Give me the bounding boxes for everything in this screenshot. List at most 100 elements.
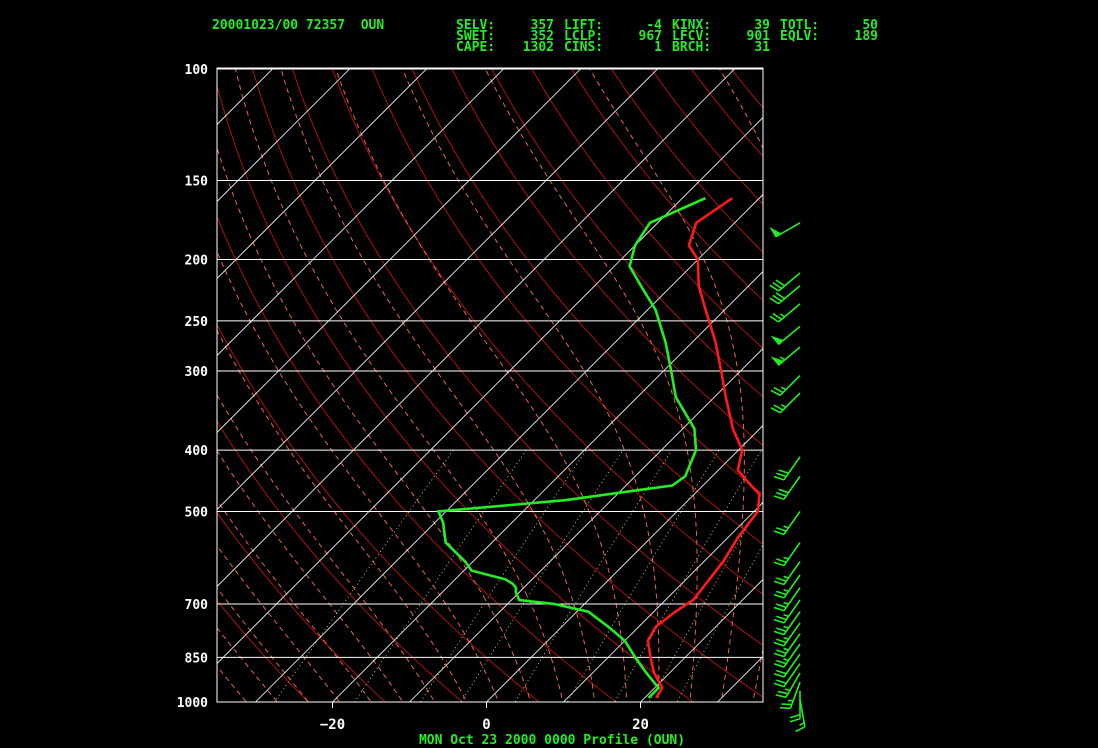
wind-barb-half-feather bbox=[783, 625, 789, 629]
wind-barb-half-feather bbox=[783, 658, 789, 662]
index-label: LCLP: bbox=[564, 29, 603, 44]
station-time-label: 20001023/00 72357 OUN bbox=[212, 18, 384, 33]
wind-barb bbox=[773, 611, 801, 636]
wind-barb-staff bbox=[778, 272, 801, 292]
index-value: 901 bbox=[747, 29, 771, 44]
wind-barb-staff bbox=[783, 663, 801, 688]
mixing-ratio-line bbox=[566, 449, 720, 702]
wind-barb bbox=[770, 392, 801, 414]
index-value: 1 bbox=[654, 40, 662, 55]
isotherm bbox=[217, 68, 737, 588]
wind-barb-feather bbox=[773, 495, 785, 501]
wind-barb-feather bbox=[773, 682, 785, 688]
wind-barb-pennant bbox=[769, 226, 782, 238]
wind-barb bbox=[773, 599, 801, 624]
wind-barb-feather bbox=[773, 580, 785, 586]
index-value: 50 bbox=[862, 18, 878, 33]
wind-barb-half-feather bbox=[784, 688, 791, 692]
wind-barb bbox=[773, 510, 801, 536]
wind-barb-half-feather bbox=[779, 356, 786, 361]
pressure-axis: 100 150 200 250 300 400 500 700 850 1000 bbox=[177, 63, 208, 711]
wind-barb-feather bbox=[776, 491, 787, 497]
isotherm bbox=[217, 68, 352, 203]
wind-barb-feather bbox=[789, 714, 801, 719]
wind-barb bbox=[769, 272, 801, 292]
wind-barb-half-feather bbox=[783, 647, 789, 651]
wind-barb-feather bbox=[777, 690, 789, 695]
dewpoint-profile-line bbox=[436, 197, 706, 699]
wind-barb bbox=[773, 587, 801, 612]
temperature-axis: −20 0 20 bbox=[320, 702, 649, 733]
wind-barb bbox=[773, 663, 801, 688]
sounding-profiles bbox=[436, 197, 761, 699]
wind-barb-feather bbox=[776, 659, 787, 665]
wind-barb-staff bbox=[783, 622, 801, 647]
wind-barb-half-feather bbox=[783, 588, 789, 593]
wind-barb-half-feather bbox=[783, 636, 789, 641]
wind-barb-feather bbox=[776, 615, 787, 621]
dry-adiabat bbox=[451, 68, 763, 447]
thermo-background-lines bbox=[217, 68, 763, 702]
wind-barb-feather bbox=[773, 530, 785, 536]
index-value: 357 bbox=[531, 18, 554, 33]
moist-adiabat bbox=[217, 449, 404, 702]
wind-barb-staff bbox=[783, 475, 801, 500]
wind-barb-half-feather bbox=[783, 556, 789, 560]
wind-barb-feather bbox=[795, 726, 806, 733]
dry-adiabat bbox=[371, 68, 763, 545]
wind-barb-feather bbox=[776, 527, 787, 532]
wind-barb-half-feather bbox=[780, 386, 787, 391]
wind-barb-feather bbox=[769, 284, 779, 292]
moist-adiabat bbox=[402, 68, 660, 702]
wind-barb-feather bbox=[773, 475, 785, 481]
plot-frame bbox=[216, 67, 764, 703]
index-value: 39 bbox=[754, 18, 770, 33]
wind-barb-feather bbox=[770, 407, 781, 414]
index-label: TOTL: bbox=[780, 18, 819, 33]
wind-barb-feather bbox=[773, 630, 785, 636]
wind-barb-feather bbox=[773, 672, 785, 678]
wind-barb-staff bbox=[778, 285, 801, 305]
index-label: EQLV: bbox=[780, 29, 819, 44]
moist-adiabat bbox=[234, 68, 564, 702]
index-label: LFCV: bbox=[672, 29, 711, 44]
moist-adiabat bbox=[484, 68, 698, 702]
wind-barb-staff bbox=[783, 456, 801, 481]
wind-barb-feather bbox=[779, 706, 791, 710]
moist-adiabat bbox=[589, 68, 745, 702]
dry-adiabat bbox=[217, 599, 309, 702]
wind-barb-staff bbox=[783, 587, 801, 612]
isotherm bbox=[639, 578, 763, 702]
pressure-tick-label: 150 bbox=[185, 174, 209, 189]
wind-barb-half-feather bbox=[783, 525, 789, 529]
wind-barb-feather bbox=[773, 618, 785, 624]
wind-barb-staff bbox=[783, 574, 801, 599]
wind-barb-feather bbox=[776, 679, 787, 685]
wind-barb-staff bbox=[789, 681, 801, 709]
wind-barb-half-feather bbox=[779, 313, 786, 318]
isotherm bbox=[562, 501, 763, 702]
dry-adiabat bbox=[570, 68, 763, 301]
isotherm bbox=[217, 68, 583, 434]
wind-barb-staff bbox=[785, 672, 801, 698]
wind-barb-feather bbox=[773, 606, 785, 612]
pressure-tick-label: 200 bbox=[185, 254, 209, 269]
wind-barb-feather bbox=[776, 649, 787, 655]
wind-barb-staff bbox=[783, 542, 801, 566]
dry-adiabat bbox=[331, 68, 763, 595]
wind-barb bbox=[773, 561, 801, 586]
wind-barb-half-feather bbox=[780, 403, 787, 408]
temperature-profile-line bbox=[646, 197, 761, 699]
wind-barb-staff bbox=[783, 633, 801, 658]
wind-barb-feather bbox=[772, 294, 783, 302]
wind-barb bbox=[773, 643, 801, 668]
wind-barb-feather bbox=[776, 590, 787, 596]
pressure-tick-label: 700 bbox=[185, 598, 209, 613]
isotherm bbox=[331, 270, 763, 702]
wind-barb bbox=[769, 285, 801, 305]
wind-barb-feather bbox=[775, 279, 786, 287]
wind-barb-half-feather bbox=[783, 613, 789, 618]
wind-barb bbox=[770, 325, 801, 346]
index-value: 189 bbox=[855, 29, 878, 44]
